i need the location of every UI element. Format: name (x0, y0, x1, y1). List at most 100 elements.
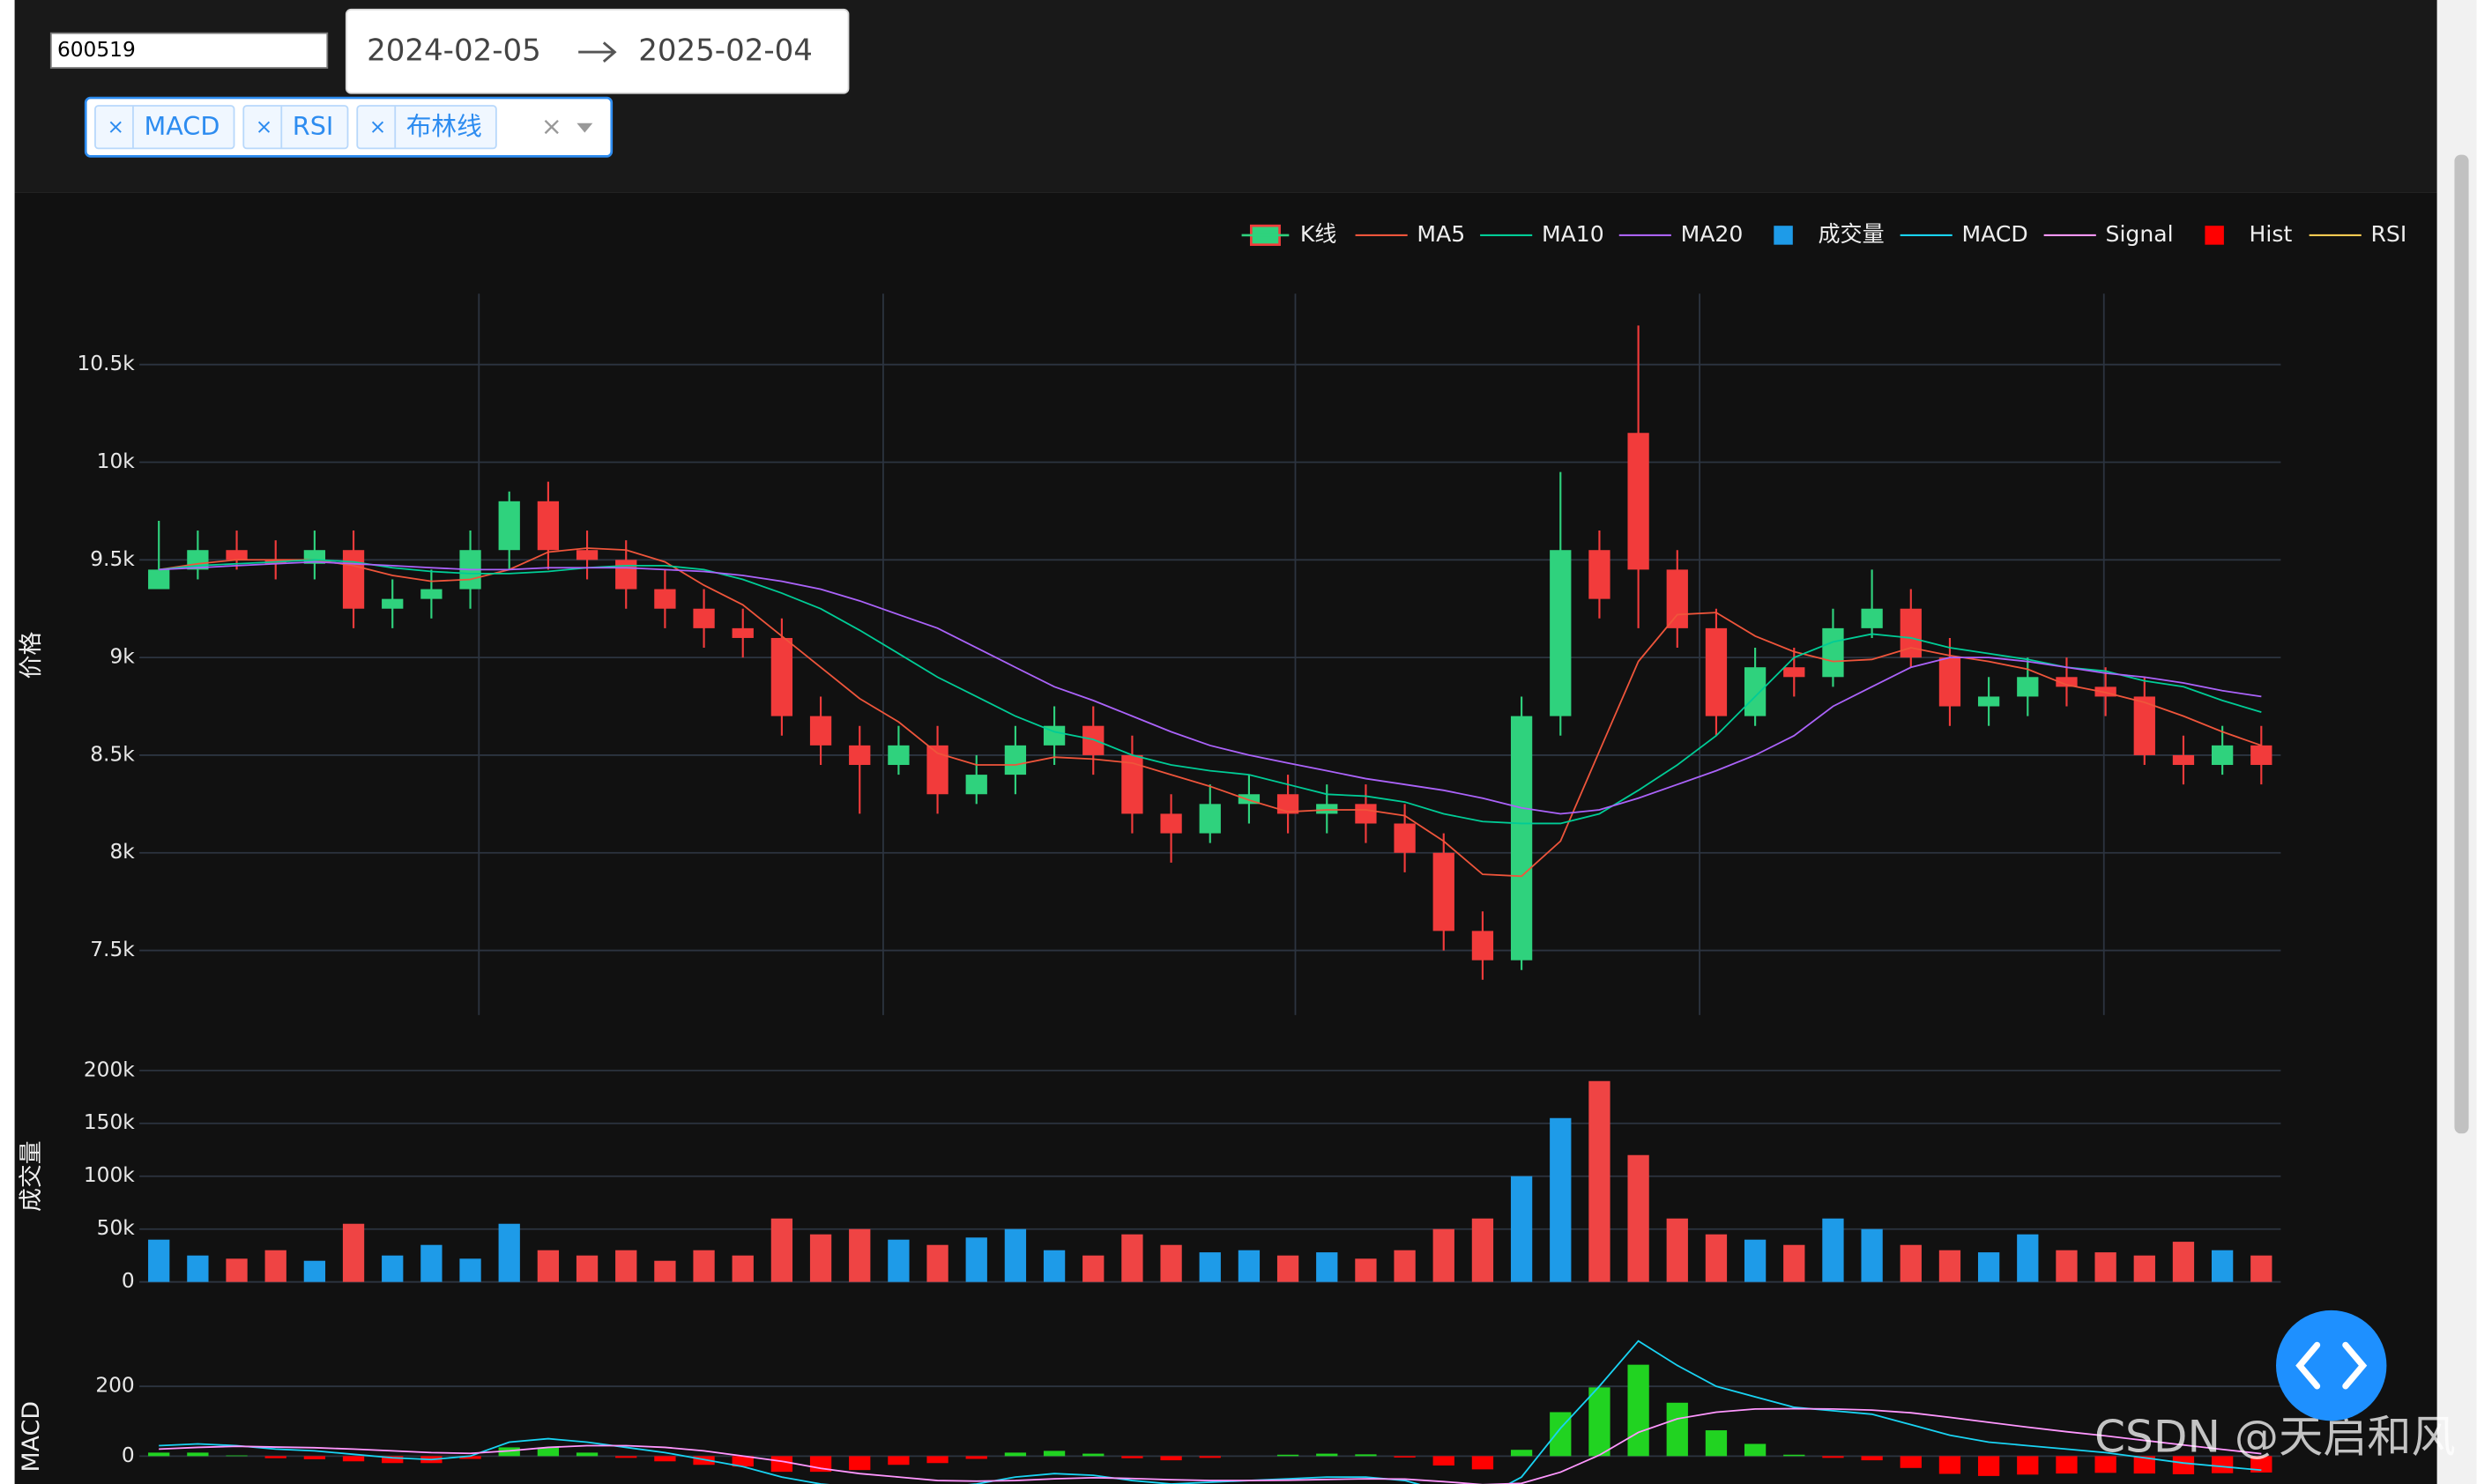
legend-label[interactable]: K线 (1300, 221, 1337, 247)
hist-bar (888, 1456, 910, 1465)
volume-bar (1121, 1234, 1143, 1282)
clear-icon[interactable]: × (541, 111, 562, 141)
volume-bar (888, 1239, 910, 1282)
candle-body (1977, 696, 2000, 707)
hist-bar (1977, 1456, 2000, 1476)
hist-bar (1394, 1456, 1416, 1458)
y-tick-label: 8k (109, 840, 135, 864)
candle-body (1861, 608, 1883, 628)
tag[interactable] (356, 105, 497, 150)
candle-body (1666, 569, 1688, 628)
tag-close[interactable]: × (369, 115, 387, 139)
y-tick-label: 150k (84, 1110, 135, 1134)
candle-body (693, 608, 715, 628)
y-tick-label: 9.5k (90, 547, 135, 571)
candle-body (732, 627, 754, 638)
volume-bar (2211, 1250, 2234, 1282)
volume-bar (303, 1260, 326, 1282)
candle-body (576, 550, 599, 560)
legend-label[interactable]: RSI (2370, 221, 2406, 247)
hist-bar (1822, 1456, 1844, 1458)
volume-bar (732, 1255, 754, 1282)
hist-bar (1588, 1387, 1610, 1457)
volume-bar (1432, 1228, 1454, 1282)
volume-bar (226, 1258, 248, 1282)
volume-bar (1744, 1239, 1767, 1282)
volume-bar (1822, 1218, 1844, 1282)
y-tick-label: 100k (84, 1163, 135, 1187)
candle-body (1004, 745, 1027, 775)
candle-body (537, 501, 560, 551)
tag[interactable] (94, 105, 235, 150)
legend-label[interactable]: MA20 (1681, 221, 1744, 247)
volume-bar (1550, 1117, 1572, 1282)
candle-body (420, 589, 443, 599)
candle-body (2017, 677, 2039, 697)
y-tick-label: 9k (109, 645, 135, 669)
candle-body (849, 745, 871, 766)
y-tick-label: 200 (95, 1374, 134, 1398)
volume-bar (1900, 1244, 1922, 1282)
tag-close[interactable]: × (256, 115, 273, 139)
volume-bar (2094, 1252, 2116, 1282)
volume-bar (1394, 1250, 1416, 1282)
dropdown-icon[interactable] (576, 122, 593, 133)
tag-close[interactable]: × (108, 115, 125, 139)
hist-bar (576, 1452, 599, 1457)
volume-bar (459, 1258, 481, 1282)
end-date[interactable]: 2025-02-04 (638, 33, 813, 69)
candle-body (1432, 852, 1454, 931)
tag-group: MACD × RSI × 布林线 × (94, 105, 497, 150)
legend-label[interactable]: Signal (2106, 221, 2174, 247)
volume-bar (420, 1244, 443, 1282)
candle-body (965, 775, 987, 795)
candle-body (1705, 627, 1728, 716)
volume-bar (770, 1218, 793, 1282)
hist-bar (1082, 1453, 1105, 1457)
hist-bar (1627, 1364, 1649, 1457)
candle-body (1199, 804, 1221, 834)
tag-label: MACD (144, 111, 219, 141)
candle-body (1550, 550, 1572, 716)
legend-label[interactable]: MA10 (1542, 221, 1604, 247)
volume-bar (2172, 1242, 2195, 1282)
hist-bar (537, 1447, 560, 1457)
hist-bar (264, 1456, 286, 1458)
y-tick-label: 50k (97, 1216, 136, 1240)
hist-bar (926, 1456, 948, 1464)
legend-label[interactable]: Hist (2250, 221, 2293, 247)
y-tick-label: 200k (84, 1057, 135, 1081)
volume-bar (537, 1250, 560, 1282)
code-icon (2295, 1341, 2368, 1390)
hist-bar (148, 1452, 170, 1457)
hist-bar (2172, 1456, 2195, 1474)
volume-bar (1160, 1244, 1182, 1282)
stock-input[interactable] (49, 32, 329, 69)
hist-bar (1900, 1456, 1922, 1468)
hist-bar (1471, 1456, 1494, 1470)
hist-bar (342, 1456, 365, 1462)
candle-body (1783, 667, 1805, 678)
legend-label[interactable]: MA5 (1417, 221, 1465, 247)
code-button[interactable] (2276, 1310, 2387, 1421)
hist-bar (732, 1456, 754, 1467)
legend-label[interactable]: MACD (1962, 221, 2028, 247)
hist-bar (770, 1456, 793, 1473)
hist-bar (2133, 1456, 2155, 1474)
candle-body (1394, 823, 1416, 853)
volume-bar (148, 1239, 170, 1282)
candle-body (1043, 725, 1066, 746)
candle-body (615, 560, 637, 590)
y-tick-label: 8.5k (90, 742, 135, 766)
start-date[interactable]: 2024-02-05 (367, 33, 541, 69)
hist-bar (1043, 1451, 1066, 1457)
volume-bar (1199, 1252, 1221, 1282)
hist-bar (1316, 1453, 1338, 1457)
candle-body (2133, 696, 2155, 755)
candle-body (888, 745, 910, 766)
hist-bar (615, 1456, 637, 1458)
scrollbar-thumb[interactable] (2454, 154, 2469, 1134)
legend-label[interactable]: 成交量 (1818, 221, 1884, 247)
tag[interactable] (242, 105, 349, 150)
volume-bar (1861, 1228, 1883, 1282)
